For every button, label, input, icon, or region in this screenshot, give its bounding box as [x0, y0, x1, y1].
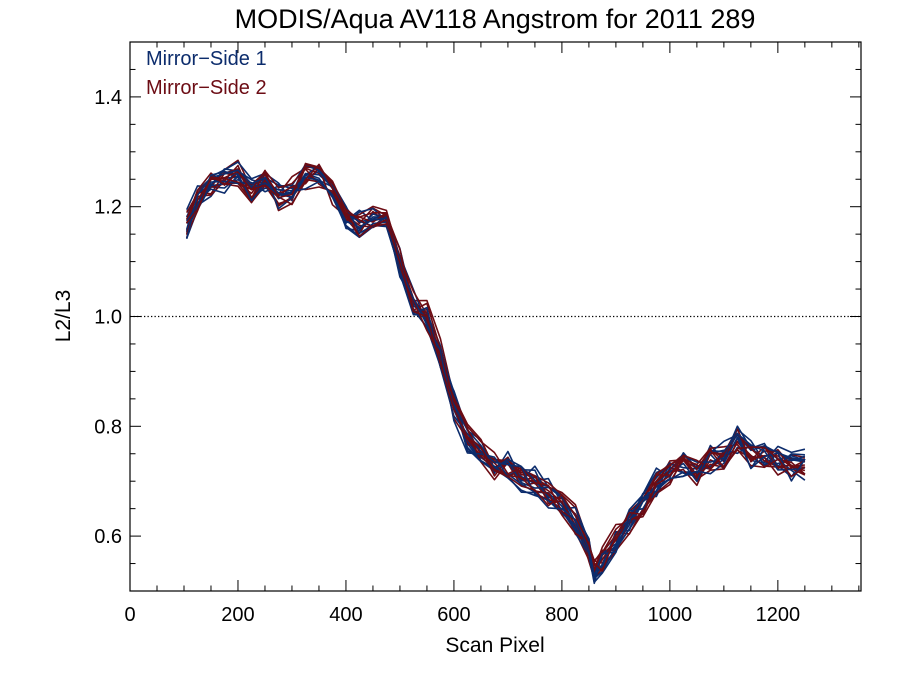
series-line-mirror-side-2 [185, 173, 806, 564]
series-line-mirror-side-1 [185, 165, 806, 584]
x-tick-label: 200 [221, 604, 254, 626]
series-line-mirror-side-1 [185, 163, 806, 574]
series-line-mirror-side-1 [185, 170, 806, 573]
x-tick-label: 1000 [648, 604, 693, 626]
series-lines-layer [185, 159, 806, 585]
series-line-mirror-side-1 [185, 163, 805, 579]
x-tick-label: 1200 [756, 604, 801, 626]
series-line-mirror-side-1 [185, 169, 806, 577]
series-line-mirror-side-2 [185, 163, 806, 571]
chart-title: MODIS/Aqua AV118 Angstrom for 2011 289 [235, 4, 756, 34]
series-line-mirror-side-1 [185, 172, 806, 585]
series-line-mirror-side-1 [186, 170, 805, 580]
x-tick-label: 400 [329, 604, 362, 626]
series-line-mirror-side-2 [186, 159, 805, 574]
series-line-mirror-side-2 [186, 162, 806, 571]
x-tick-label: 0 [124, 604, 135, 626]
legend-entry-mirror-side-2: Mirror−Side 2 [146, 77, 267, 99]
series-line-mirror-side-2 [185, 166, 806, 580]
series-line-mirror-side-1 [185, 168, 806, 577]
series-line-mirror-side-2 [185, 168, 806, 573]
ticks-layer: 0 200 400 600 800 1000 1200 0.6 0.8 1.0 1.2 1.4 [94, 41, 861, 626]
x-axis-label: Scan Pixel [445, 634, 544, 657]
y-axis-label: L2/L3 [52, 290, 75, 343]
y-tick-label: 0.8 [94, 416, 122, 438]
series-line-mirror-side-2 [185, 171, 805, 573]
series-line-mirror-side-1 [186, 161, 806, 572]
plot-frame [129, 41, 862, 592]
series-line-mirror-side-2 [185, 164, 805, 562]
y-tick-label: 0.6 [94, 526, 122, 548]
x-tick-label: 600 [437, 604, 470, 626]
y-tick-label: 1.2 [94, 197, 122, 219]
legend: Mirror−Side 1 Mirror−Side 2 [146, 48, 267, 99]
series-line-mirror-side-2 [185, 166, 806, 563]
series-line-mirror-side-2 [186, 163, 806, 572]
legend-entry-mirror-side-1: Mirror−Side 1 [146, 48, 267, 70]
y-tick-label: 1.0 [94, 307, 122, 329]
y-tick-label: 1.4 [94, 87, 122, 109]
x-tick-label: 800 [545, 604, 578, 626]
series-line-mirror-side-1 [186, 172, 806, 568]
